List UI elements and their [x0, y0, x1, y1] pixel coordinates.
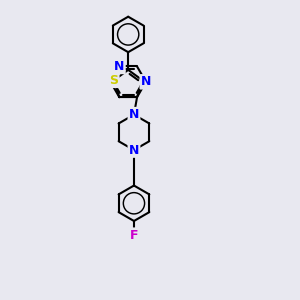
Text: N: N [129, 144, 139, 157]
Text: S: S [109, 74, 118, 87]
Text: N: N [129, 108, 139, 121]
Text: F: F [130, 229, 138, 242]
Text: N: N [141, 75, 151, 88]
Text: N: N [114, 60, 124, 73]
